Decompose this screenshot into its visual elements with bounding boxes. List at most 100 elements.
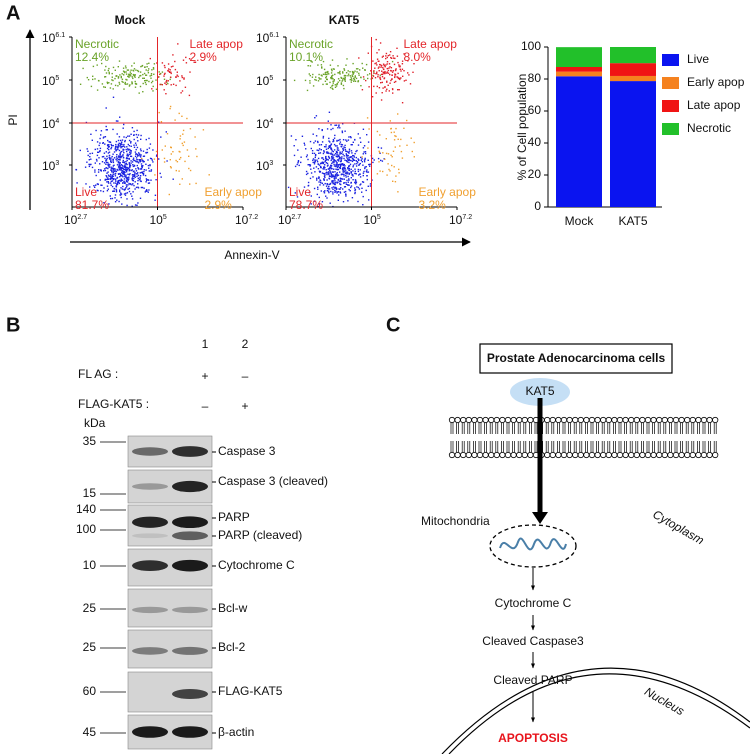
- event-dot: [394, 135, 396, 137]
- event-dot: [347, 200, 349, 202]
- event-dot: [331, 175, 334, 178]
- event-dot: [318, 203, 320, 205]
- blot-band: [132, 606, 168, 614]
- event-dot: [343, 173, 345, 176]
- event-dot: [131, 81, 133, 83]
- event-dot: [105, 175, 107, 177]
- event-dot: [342, 164, 344, 167]
- event-dot: [344, 74, 346, 77]
- event-dot: [182, 144, 184, 147]
- event-dot: [339, 192, 342, 194]
- event-dot: [357, 68, 359, 70]
- event-dot: [163, 73, 166, 75]
- event-dot: [378, 70, 380, 72]
- event-dot: [333, 143, 336, 146]
- event-dot: [114, 194, 117, 196]
- event-dot: [93, 185, 95, 187]
- event-dot: [108, 73, 110, 75]
- event-dot: [329, 86, 332, 89]
- event-dot: [321, 141, 324, 143]
- event-dot: [397, 76, 399, 79]
- event-dot: [129, 151, 131, 153]
- event-dot: [112, 144, 114, 147]
- event-dot: [127, 69, 130, 71]
- event-dot: [341, 168, 344, 170]
- event-dot: [301, 135, 304, 137]
- event-dot: [175, 169, 177, 172]
- event-dot: [340, 163, 342, 165]
- event-dot: [321, 172, 324, 174]
- event-dot: [310, 168, 312, 170]
- event-dot: [315, 154, 317, 156]
- event-dot: [341, 144, 344, 146]
- y-tick-label: 60: [528, 103, 542, 117]
- event-dot: [320, 190, 322, 192]
- lipid-head: [499, 416, 506, 424]
- event-dot: [335, 163, 338, 165]
- event-dot: [138, 92, 140, 94]
- kda-label: kDa: [84, 416, 106, 430]
- event-dot: [128, 169, 131, 171]
- event-dot: [300, 156, 302, 158]
- event-dot: [126, 169, 128, 171]
- bar-segment: [610, 75, 656, 82]
- event-dot: [125, 187, 127, 189]
- tick-label: 102.7: [64, 213, 87, 227]
- event-dot: [126, 154, 128, 157]
- lipid-head: [583, 416, 590, 424]
- event-dot: [107, 144, 109, 147]
- event-dot: [326, 165, 329, 167]
- event-dot: [323, 146, 326, 148]
- event-dot: [169, 76, 172, 78]
- event-dot: [352, 154, 354, 157]
- event-dot: [317, 188, 319, 190]
- lipid-head: [588, 416, 596, 424]
- event-dot: [151, 88, 153, 90]
- event-dot: [183, 77, 185, 79]
- event-dot: [148, 62, 150, 64]
- event-dot: [137, 69, 139, 72]
- event-dot: [184, 86, 187, 88]
- event-dot: [95, 129, 97, 132]
- event-dot: [95, 158, 98, 161]
- event-dot: [339, 179, 342, 182]
- event-dot: [327, 72, 329, 74]
- event-dot: [394, 69, 397, 72]
- event-dot: [310, 203, 312, 205]
- event-dot: [155, 155, 158, 157]
- event-dot: [118, 136, 121, 138]
- event-dot: [118, 179, 121, 182]
- event-dot: [317, 64, 319, 66]
- event-dot: [349, 75, 351, 77]
- event-dot: [317, 163, 319, 165]
- lipid-tail: [467, 423, 471, 452]
- event-dot: [105, 65, 107, 68]
- event-dot: [104, 157, 106, 160]
- event-dot: [114, 197, 116, 199]
- event-dot: [110, 167, 113, 170]
- event-dot: [139, 176, 141, 179]
- event-dot: [120, 192, 122, 194]
- event-dot: [332, 139, 335, 141]
- event-dot: [313, 167, 315, 169]
- event-dot: [155, 179, 157, 181]
- event-dot: [117, 76, 120, 78]
- event-dot: [124, 146, 126, 148]
- tick-base: 10: [150, 213, 164, 227]
- event-dot: [362, 153, 364, 155]
- event-dot: [133, 68, 136, 70]
- event-dot: [344, 186, 347, 188]
- event-dot: [148, 170, 150, 172]
- event-dot: [359, 173, 361, 175]
- event-dot: [326, 128, 329, 130]
- event-dot: [384, 72, 386, 74]
- lipid-head: [510, 451, 517, 459]
- event-dot: [345, 150, 347, 152]
- event-dot: [336, 162, 338, 164]
- event-dot: [98, 169, 100, 171]
- event-dot: [399, 65, 401, 67]
- event-dot: [174, 68, 177, 71]
- event-dot: [363, 161, 366, 163]
- event-dot: [347, 139, 350, 141]
- event-dot: [112, 153, 114, 155]
